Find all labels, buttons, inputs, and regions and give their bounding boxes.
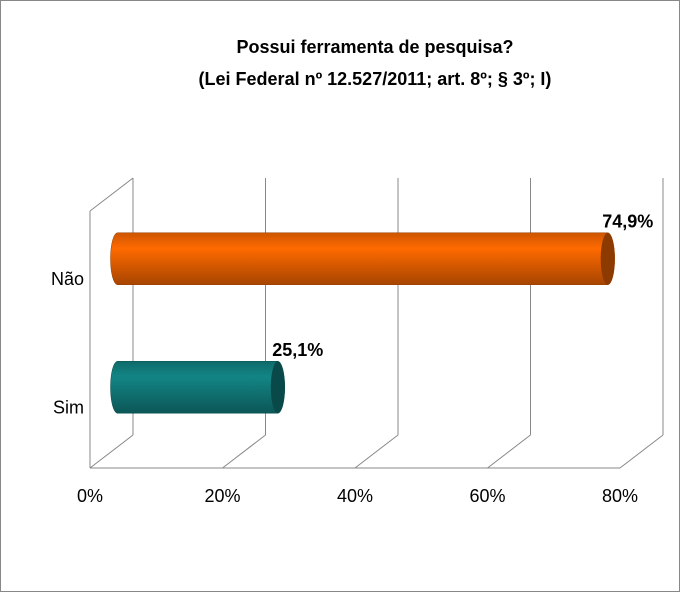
x-tick-label: 60% (469, 486, 505, 506)
y-tick-label: Não (51, 269, 84, 289)
x-tick-label: 20% (204, 486, 240, 506)
value-label: 25,1% (272, 340, 323, 360)
floor-line (354, 434, 399, 469)
x-tick-label: 40% (337, 486, 373, 506)
chart-subtitle: (Lei Federal nº 12.527/2011; art. 8º; § … (199, 69, 552, 89)
x-tick-label: 80% (602, 486, 638, 506)
value-label: 74,9% (602, 212, 653, 232)
x-tick-label: 0% (77, 486, 103, 506)
floor-line (222, 434, 266, 469)
wall-top-edge (89, 177, 134, 212)
floor-line (89, 434, 134, 469)
bar (110, 232, 615, 285)
bar-cap (270, 361, 285, 414)
bar (110, 361, 286, 414)
chart-title: Possui ferramenta de pesquisa? (236, 37, 513, 57)
y-tick-label: Sim (53, 398, 84, 418)
floor-line (619, 434, 664, 469)
bar-cap (600, 232, 615, 285)
floor-line (487, 434, 531, 469)
